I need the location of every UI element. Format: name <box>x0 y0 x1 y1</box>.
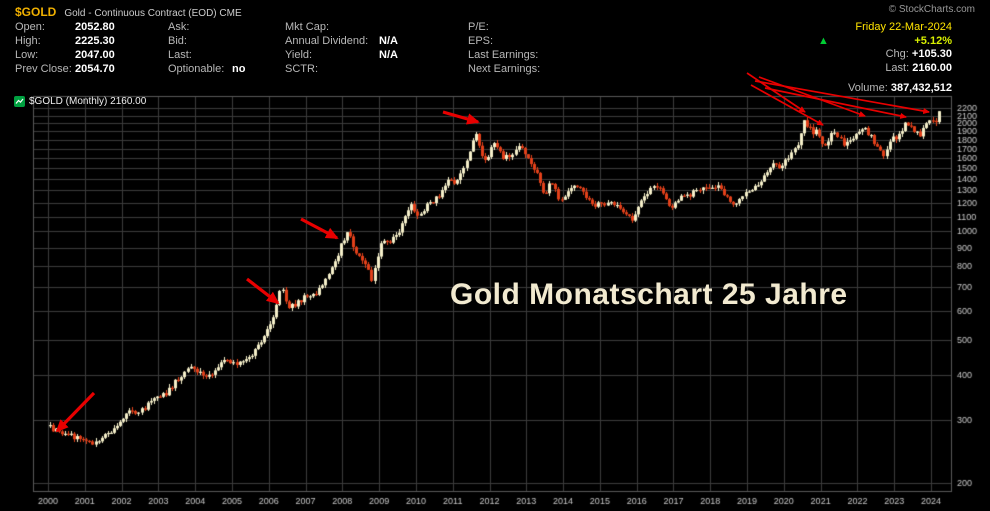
bid-label: Bid: <box>168 35 187 47</box>
yield-value: N/A <box>379 49 398 61</box>
last-trade-label: Last: <box>168 49 192 61</box>
last-label: Last: <box>885 61 910 74</box>
chart-header: $GOLD Gold - Continuous Contract (EOD) CM… <box>15 3 975 19</box>
low-value: 2047.00 <box>75 49 115 61</box>
volume-value: 387,432,512 <box>890 82 952 94</box>
volume-label: Volume: <box>848 82 888 94</box>
quote-column-fundamentals-1: Mkt Cap: Annual Dividend: N/A Yield: N/A S… <box>285 21 398 77</box>
quote-date: Friday 22-Mar-2024 <box>855 21 952 33</box>
chg-label: Chg: <box>885 48 909 60</box>
chg-value: +105.30 <box>911 48 952 60</box>
quote-column-ohlc: Open: 2052.80 High: 2225.30 Low: 2047.00 Pr… <box>15 21 115 77</box>
dividend-value: N/A <box>379 35 398 47</box>
low-label: Low: <box>15 49 39 61</box>
next-earnings-label: Next Earnings: <box>468 63 541 75</box>
pe-label: P/E: <box>468 21 489 33</box>
prev-close-value: 2054.70 <box>75 63 115 75</box>
high-value: 2225.30 <box>75 35 115 47</box>
yield-label: Yield: <box>285 49 313 61</box>
high-label: High: <box>15 35 41 47</box>
symbol-label: $GOLD <box>15 5 57 19</box>
last-value: 2160.00 <box>912 61 952 74</box>
dividend-label: Annual Dividend: <box>285 35 369 47</box>
chart-legend: $GOLD (Monthly) 2160.00 <box>14 95 146 107</box>
chart-description: Gold - Continuous Contract (EOD) CME <box>64 8 242 19</box>
last-earnings-label: Last Earnings: <box>468 49 539 61</box>
up-triangle-icon: ▲ <box>818 34 829 47</box>
quote-summary-block: Friday 22-Mar-2024 ▲ +5.12% Chg: +105.30… <box>818 21 952 96</box>
optionable-value: no <box>232 63 246 75</box>
copyright-text: © StockCharts.com <box>888 4 975 15</box>
percent-change: +5.12% <box>914 35 952 48</box>
eps-label: EPS: <box>468 35 494 47</box>
chart-annotation-title: Gold Monatschart 25 Jahre <box>450 278 848 311</box>
legend-green-chart-icon <box>14 95 25 107</box>
optionable-label: Optionable: <box>168 63 225 75</box>
mktcap-label: Mkt Cap: <box>285 21 330 33</box>
open-value: 2052.80 <box>75 21 115 33</box>
legend-text: $GOLD (Monthly) 2160.00 <box>29 95 147 107</box>
quote-column-fundamentals-2: P/E: EPS: Last Earnings: Next Earnings: <box>468 21 552 77</box>
prev-close-label: Prev Close: <box>15 63 72 75</box>
sctr-label: SCTR: <box>285 63 318 75</box>
quote-column-bid-ask: Ask: Bid: Last: Optionable: no <box>168 21 245 77</box>
open-label: Open: <box>15 21 45 33</box>
ask-label: Ask: <box>168 21 190 33</box>
